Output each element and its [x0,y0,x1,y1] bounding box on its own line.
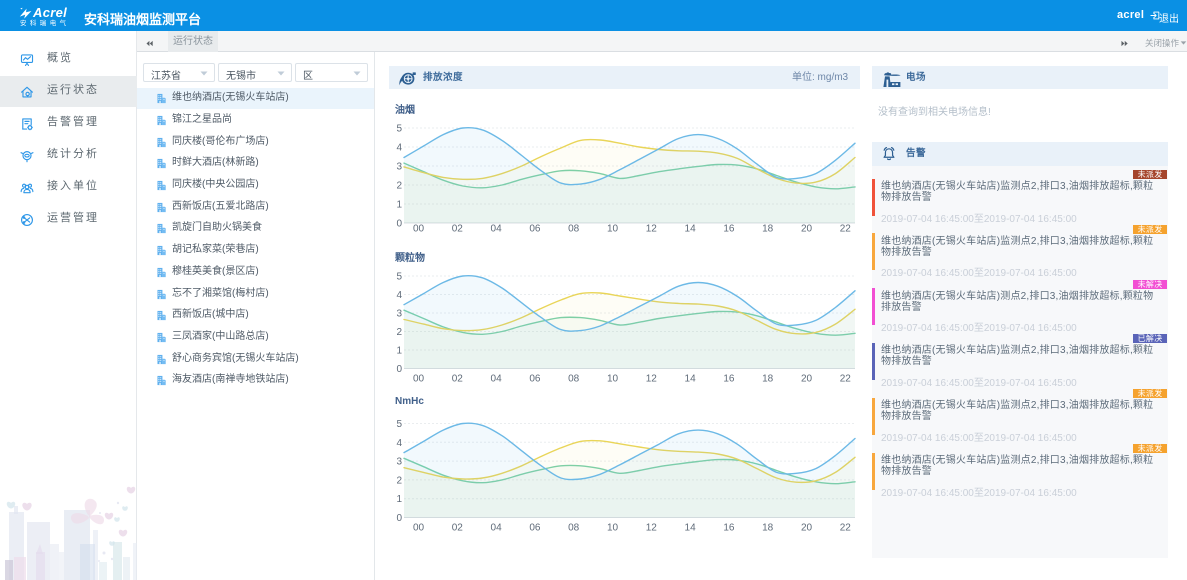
svg-text:22: 22 [840,374,852,385]
svg-text:04: 04 [491,374,503,385]
svg-text:0: 0 [396,513,402,524]
svg-text:14: 14 [685,224,697,235]
svg-text:18: 18 [762,224,774,235]
svg-text:5: 5 [396,124,402,135]
svg-text:3: 3 [396,309,402,320]
svg-text:22: 22 [840,224,852,235]
svg-text:2: 2 [396,181,402,192]
svg-text:1: 1 [396,494,402,505]
svg-text:06: 06 [529,523,541,534]
svg-text:00: 00 [413,374,425,385]
svg-text:3: 3 [396,162,402,173]
svg-text:16: 16 [723,523,735,534]
svg-text:18: 18 [762,523,774,534]
svg-text:4: 4 [396,438,402,449]
svg-text:4: 4 [396,290,402,301]
svg-text:12: 12 [646,523,658,534]
svg-text:02: 02 [452,374,464,385]
svg-text:04: 04 [491,224,503,235]
svg-text:2: 2 [396,327,402,338]
svg-text:02: 02 [452,224,464,235]
svg-text:10: 10 [607,374,619,385]
svg-text:1: 1 [396,200,402,211]
svg-text:12: 12 [646,224,658,235]
svg-text:0: 0 [396,219,402,230]
svg-text:3: 3 [396,457,402,468]
svg-text:08: 08 [568,224,580,235]
svg-text:04: 04 [491,523,503,534]
svg-text:10: 10 [607,224,619,235]
svg-text:20: 20 [801,374,813,385]
svg-text:2: 2 [396,475,402,486]
svg-text:1: 1 [396,346,402,357]
svg-text:18: 18 [762,374,774,385]
svg-text:00: 00 [413,224,425,235]
svg-text:08: 08 [568,374,580,385]
svg-text:06: 06 [529,224,541,235]
svg-text:08: 08 [568,523,580,534]
svg-text:5: 5 [396,272,402,283]
svg-text:20: 20 [801,523,813,534]
svg-text:16: 16 [723,374,735,385]
svg-text:4: 4 [396,143,402,154]
svg-text:0: 0 [396,364,402,375]
svg-text:00: 00 [413,523,425,534]
svg-text:5: 5 [396,419,402,430]
svg-text:06: 06 [529,374,541,385]
svg-text:14: 14 [685,523,697,534]
svg-text:22: 22 [840,523,852,534]
svg-text:16: 16 [723,224,735,235]
svg-text:10: 10 [607,523,619,534]
svg-text:02: 02 [452,523,464,534]
svg-text:20: 20 [801,224,813,235]
svg-text:12: 12 [646,374,658,385]
svg-text:14: 14 [685,374,697,385]
